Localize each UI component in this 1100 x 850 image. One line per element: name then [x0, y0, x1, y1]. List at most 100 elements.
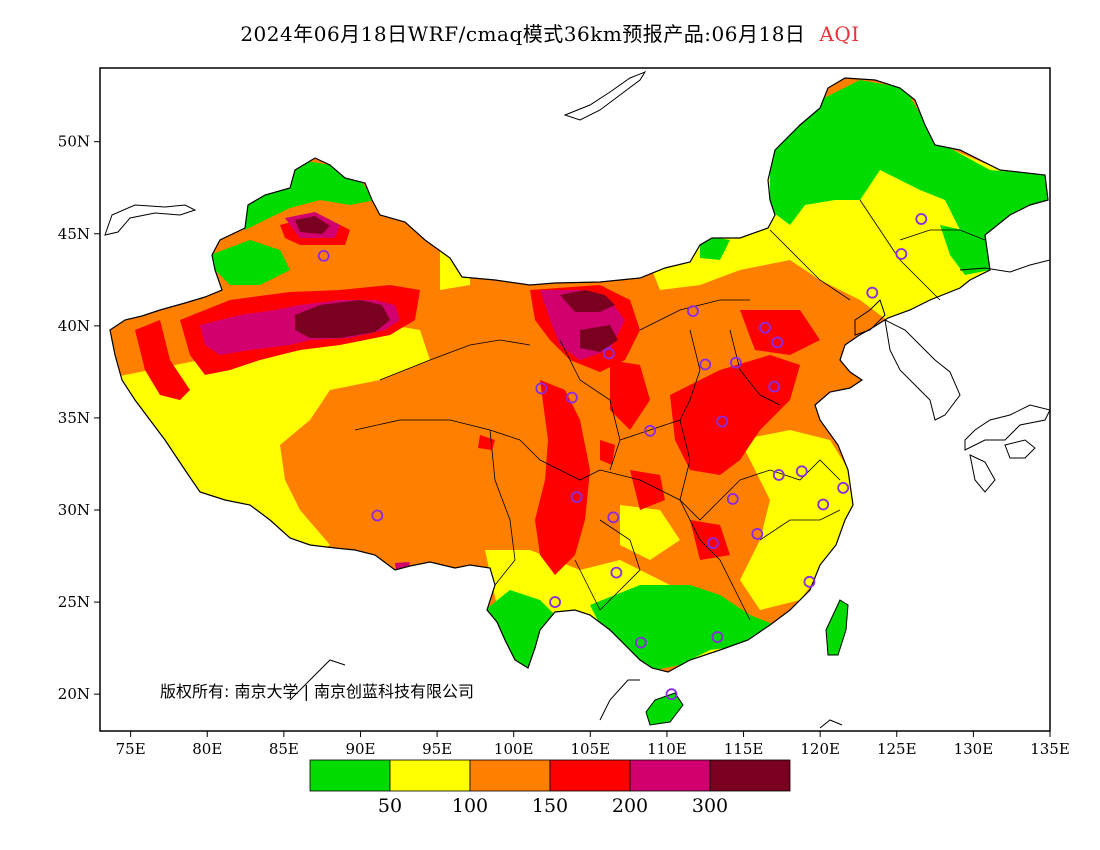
province-line	[899, 229, 986, 241]
station-marker	[711, 631, 724, 643]
y-tick-label: 35N	[58, 409, 90, 427]
province-line	[739, 459, 841, 481]
x-tick-label: 80E	[192, 740, 222, 758]
coastline	[969, 454, 996, 493]
province-line	[769, 229, 851, 301]
station-marker	[768, 380, 781, 393]
x-tick-label: 85E	[269, 740, 299, 758]
legend-swatch-hazardous	[709, 759, 791, 792]
map-title: 2024年06月18日WRF/cmaq模式36km预报产品:06月18日 AQI	[0, 18, 1100, 54]
legend-threshold-label: 200	[612, 795, 648, 817]
x-tick-label: 100E	[494, 740, 534, 758]
station-marker	[759, 321, 771, 334]
station-marker	[895, 248, 908, 260]
china-border	[109, 77, 1049, 673]
station-marker	[803, 575, 816, 588]
province-line	[519, 439, 601, 481]
station-marker	[602, 347, 615, 360]
y-tick-label: 45N	[58, 225, 90, 243]
province-line	[599, 519, 641, 611]
coastline	[599, 679, 640, 721]
station-markers	[317, 213, 928, 701]
aqi-field	[110, 78, 1048, 672]
legend-threshold-label: 150	[532, 795, 568, 817]
province-line	[729, 329, 781, 406]
coastline	[289, 659, 346, 701]
province-line	[599, 469, 741, 521]
aqi-region-unhealthy	[135, 320, 190, 400]
station-marker	[771, 336, 784, 349]
x-tick-label: 120E	[800, 740, 840, 758]
station-marker	[317, 249, 330, 262]
aqi-region-hazardous	[560, 290, 615, 312]
station-marker	[687, 305, 699, 318]
province-line	[639, 299, 750, 331]
aqi-region-unhealthy	[535, 380, 590, 575]
hainan-island	[645, 692, 684, 726]
legend-swatch-good	[309, 759, 391, 792]
station-marker	[371, 509, 384, 522]
legend-threshold-label: 50	[378, 795, 402, 817]
y-tick-label: 25N	[58, 593, 90, 611]
title-variable: AQI	[819, 22, 860, 46]
province-line	[489, 429, 516, 586]
y-tick-label: 50N	[58, 133, 90, 151]
station-marker	[866, 286, 879, 299]
station-marker	[607, 511, 620, 524]
station-marker	[549, 596, 561, 608]
station-marker	[535, 382, 548, 395]
station-marker	[772, 469, 785, 481]
station-marker	[915, 213, 928, 225]
coastline	[563, 70, 647, 121]
station-marker	[707, 537, 719, 550]
station-marker	[716, 415, 728, 428]
copyright-text: 版权所有: 南京大学 | 南京创蓝科技有限公司	[160, 682, 474, 701]
x-tick-label: 115E	[724, 740, 764, 758]
province-line	[574, 559, 601, 611]
x-tick-label: 130E	[954, 740, 994, 758]
y-tick-label: 20N	[58, 685, 90, 703]
aqi-region-unhealthy	[610, 360, 650, 430]
aqi-region-good	[940, 225, 990, 275]
station-marker	[566, 391, 578, 404]
province-line	[679, 329, 701, 421]
title-text: 2024年06月18日WRF/cmaq模式36km预报产品:06月18日	[240, 22, 806, 46]
x-tick-label: 135E	[1030, 740, 1070, 758]
province-line	[559, 339, 621, 471]
station-marker	[817, 498, 830, 511]
x-tick-label: 110E	[647, 740, 687, 758]
aqi-region-good	[230, 160, 375, 230]
province-line	[354, 419, 521, 441]
aqi-region-good	[590, 585, 775, 670]
station-marker	[570, 491, 583, 504]
taiwan-island	[825, 599, 849, 656]
station-marker	[726, 493, 739, 505]
x-tick-label: 125E	[877, 740, 917, 758]
station-marker	[665, 688, 678, 701]
legend-swatch-very_unhealthy	[629, 759, 711, 792]
station-marker	[795, 465, 808, 478]
station-marker	[634, 636, 647, 649]
x-tick-label: 90E	[345, 740, 375, 758]
y-axis: 20N 25N 30N 35N 40N 45N 50N	[58, 133, 100, 703]
coastline	[819, 719, 843, 729]
y-tick-label: 30N	[58, 501, 90, 519]
legend-threshold-label: 100	[452, 795, 488, 817]
aqi-legend: 50 100 150 200 300	[309, 759, 791, 817]
coastline	[959, 259, 1050, 273]
province-line	[379, 339, 531, 381]
coastline	[104, 204, 197, 236]
aqi-region-good	[210, 240, 290, 285]
coastline	[1004, 439, 1036, 459]
province-line	[679, 499, 751, 621]
aqi-region-good	[770, 80, 1048, 240]
legend-swatch-moderate	[389, 759, 471, 792]
province-line	[759, 509, 841, 541]
aqi-region-hazardous	[580, 325, 618, 352]
station-marker	[837, 481, 850, 494]
boundary-lines	[104, 70, 1050, 729]
station-marker	[699, 358, 712, 371]
legend-swatch-usg	[469, 759, 551, 792]
province-line	[859, 199, 941, 301]
aqi-region-hazardous	[295, 216, 330, 234]
